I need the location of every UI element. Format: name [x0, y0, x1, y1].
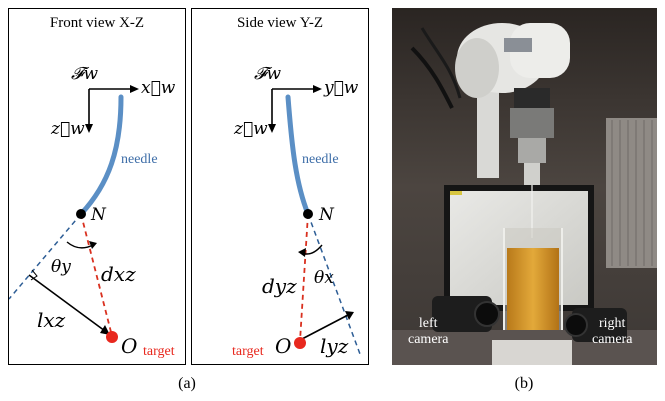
- point-N-label: N: [318, 205, 335, 225]
- right-camera-label: right camera: [592, 316, 633, 347]
- point-O-label: O: [275, 334, 291, 358]
- lateral-arrow-line: [28, 274, 106, 332]
- y-axis-label: y⃗w: [323, 78, 359, 98]
- angle-arrowhead: [298, 248, 306, 257]
- side-axes: [268, 85, 322, 133]
- right-camera: [564, 308, 627, 342]
- x-axis-label: x⃗w: [141, 78, 176, 98]
- z-axis-label: z⃗w: [233, 119, 268, 139]
- front-view-diagram: 𝓕w x⃗w z⃗w needle N θy dxz lxz O target: [9, 64, 176, 359]
- distance-dashed-line: [299, 213, 309, 342]
- lateral-arrowhead: [100, 325, 110, 335]
- needle-label: needle: [302, 152, 339, 167]
- radiator-fins: [611, 120, 653, 266]
- z-axis-label: z⃗w: [50, 119, 85, 139]
- frame-label: 𝓕w: [71, 64, 99, 84]
- y-axis-arrowhead: [313, 85, 322, 93]
- point-O-label: O: [121, 334, 137, 358]
- lateral-label: lyz: [320, 334, 349, 358]
- front-view-panel: Front view X-Z 𝓕w x⃗w z⃗w needle N θy dx: [8, 8, 186, 365]
- wrist: [510, 108, 554, 138]
- robot-upper-link: [510, 23, 570, 78]
- point-N-label: N: [90, 205, 107, 225]
- angle-arc: [66, 241, 94, 249]
- radiator: [606, 118, 657, 268]
- needle-holder: [518, 138, 546, 163]
- point-N: [303, 209, 313, 219]
- wrist-ring: [514, 88, 550, 108]
- left-camera-label: left camera: [408, 316, 449, 347]
- angle-label: θy: [51, 257, 71, 277]
- robot-setup-photo: left camera right camera: [392, 8, 657, 365]
- needle-label: needle: [121, 152, 158, 167]
- cable: [410, 46, 454, 109]
- caption-b: (b): [514, 375, 534, 392]
- angle-arrowhead: [89, 241, 97, 249]
- z-axis-arrowhead: [268, 124, 276, 133]
- x-axis-arrowhead: [130, 85, 139, 93]
- robot-setup-illustration: [392, 8, 657, 365]
- angle-label: θx: [314, 268, 334, 288]
- lateral-arrow-line: [301, 314, 349, 340]
- caption-a: (a): [178, 375, 196, 392]
- frame-label: 𝓕w: [254, 64, 282, 84]
- target-point: [106, 331, 118, 343]
- lateral-arrowhead: [345, 311, 354, 320]
- monitor-sticker: [450, 191, 462, 195]
- front-axes: [85, 85, 139, 133]
- cable: [420, 27, 462, 99]
- distance-dashed-line: [80, 213, 113, 337]
- needle-shaft: [285, 94, 311, 217]
- target-label: target: [143, 344, 175, 359]
- front-view-title: Front view X-Z: [49, 15, 145, 31]
- side-view-panel: Side view Y-Z 𝓕w y⃗w z⃗w needle N θx dyz…: [191, 8, 369, 365]
- left-camera: [432, 296, 500, 332]
- side-view-diagram: 𝓕w y⃗w z⃗w needle N θx dyz lyz O target: [232, 64, 361, 359]
- z-axis-arrowhead: [85, 124, 93, 133]
- robot-joint: [455, 38, 499, 98]
- point-N: [76, 209, 86, 219]
- target-label: target: [232, 344, 264, 359]
- distance-label: dxz: [101, 262, 136, 286]
- needle-extension-dashed: [307, 213, 361, 355]
- distance-label: dyz: [262, 274, 297, 298]
- lateral-label: lxz: [37, 308, 66, 332]
- needle-extension-dashed: [9, 213, 82, 300]
- robot-column: [477, 78, 499, 178]
- target-point: [294, 337, 306, 349]
- side-view-title: Side view Y-Z: [236, 15, 324, 31]
- needle-clamp: [524, 163, 540, 185]
- robot-badge: [504, 38, 532, 52]
- needle-shaft: [78, 94, 124, 217]
- jar-base: [492, 340, 572, 365]
